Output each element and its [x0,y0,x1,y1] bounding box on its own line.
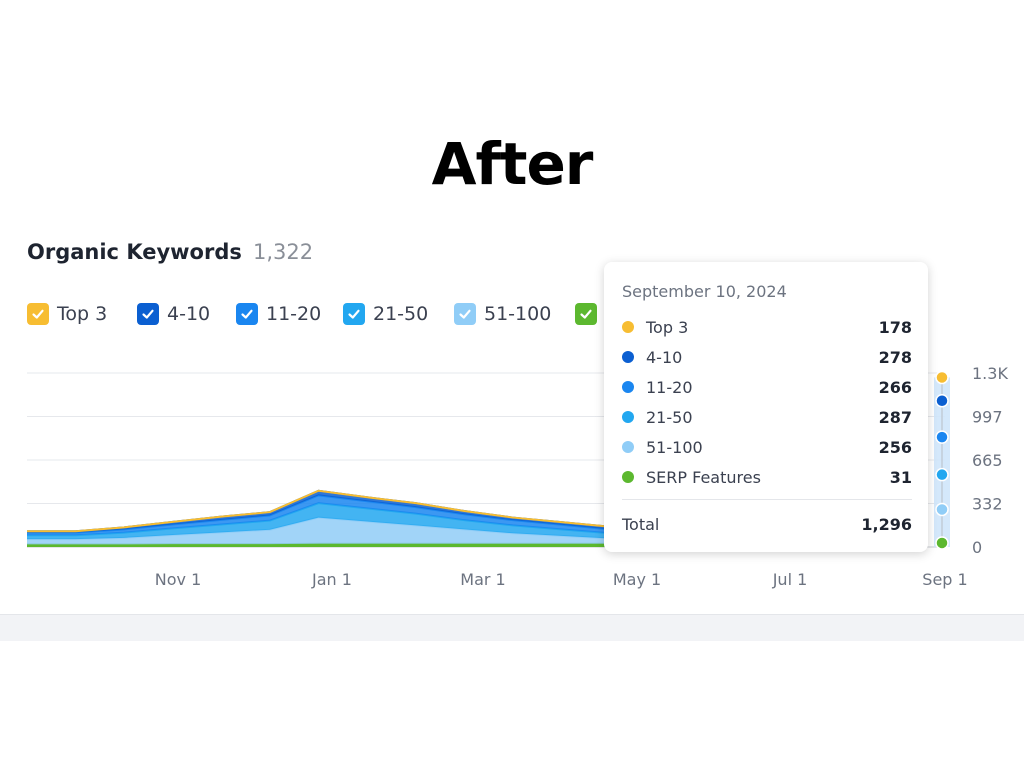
series-dot-icon [622,381,634,393]
series-line [27,502,611,537]
x-tick-label: Mar 1 [460,570,505,589]
endpoint-dot [935,393,949,408]
series-dot-icon [622,351,634,363]
legend-label: 4-10 [167,303,211,325]
tooltip-row-label: 21-50 [646,407,693,427]
series-dot-icon [622,441,634,453]
tooltip-total-row: Total 1,296 [622,512,912,536]
tooltip-row: 11-20 266 [622,375,912,399]
legend-label: 21-50 [373,303,429,325]
x-tick-label: May 1 [613,570,661,589]
legend-item-21-50[interactable]: 21-50 [343,303,428,325]
y-tick-label: 1.3K [972,364,1008,383]
tooltip-row: 51-100 256 [622,435,912,459]
x-tick-label: Jan 1 [311,570,352,589]
tooltip-row-value: 278 [878,347,912,367]
checkbox-icon[interactable] [343,303,365,325]
tooltip-row-label: Top 3 [646,317,689,337]
tooltip-row-value: 256 [878,437,912,457]
tooltip-total-value: 1,296 [861,514,912,534]
tooltip-row: 21-50 287 [622,405,912,429]
checkbox-icon[interactable] [236,303,258,325]
checkbox-icon[interactable] [454,303,476,325]
legend-item-4-10[interactable]: 4-10 [137,303,210,325]
y-tick-label: 997 [972,408,1003,427]
tooltip-row-label: 4-10 [646,347,683,367]
tooltip-row-value: 178 [878,317,912,337]
endpoint-dot [935,536,949,550]
series-dot-icon [622,411,634,423]
endpoint-dot [935,502,949,517]
legend-item-51-100[interactable]: 51-100 [454,303,551,325]
checkbox-icon[interactable] [137,303,159,325]
x-tick-label: Sep 1 [922,570,967,589]
tooltip-row: SERP Features 31 [622,465,912,489]
tooltip-row-label: 11-20 [646,377,693,397]
chart-tooltip: September 10, 2024 Top 3 178 4-10 278 11-20 2… [604,262,928,552]
legend-item-serp-features[interactable] [575,303,605,325]
page-heading: After [431,130,594,198]
legend-label: 51-100 [484,303,552,325]
series-line [27,489,611,533]
tooltip-row-label: 51-100 [646,437,703,457]
tooltip-total-label: Total [622,514,660,534]
series-area-51-100 [27,517,610,545]
tooltip-row-value: 31 [889,467,912,487]
series-dot-icon [622,321,634,333]
tooltip-row-label: SERP Features [646,467,761,487]
keyword-count: 1,322 [253,240,314,264]
organic-keywords-chart[interactable]: 0 332 665 997 1.3K Nov 1 Jan 1 Mar 1 May 1 Jul 1 S… [0,355,1024,595]
endpoint-dot [935,370,949,385]
y-tick-label: 332 [972,495,1003,514]
legend-label: Top 3 [57,303,108,325]
legend-label: 11-20 [266,303,322,325]
card-title: Organic Keywords [27,240,242,264]
tooltip-divider [622,499,912,500]
tooltip-date: September 10, 2024 [622,282,787,301]
legend-item-11-20[interactable]: 11-20 [236,303,321,325]
tooltip-row: Top 3 178 [622,315,912,339]
legend-item-top-3[interactable]: Top 3 [27,303,107,325]
series-area-21-50 [27,503,610,540]
series-dot-icon [622,471,634,483]
tooltip-row-value: 266 [878,377,912,397]
x-tick-label: Nov 1 [155,570,202,589]
checkbox-icon[interactable] [27,303,49,325]
y-tick-label: 0 [972,538,982,557]
endpoint-dot [935,467,949,482]
tooltip-row-value: 287 [878,407,912,427]
endpoint-dot [935,430,949,444]
tooltip-row: 4-10 278 [622,345,912,369]
y-tick-label: 665 [972,451,1003,470]
checkbox-icon[interactable] [575,303,597,325]
footer-band [0,614,1024,641]
x-tick-label: Jul 1 [772,570,808,589]
